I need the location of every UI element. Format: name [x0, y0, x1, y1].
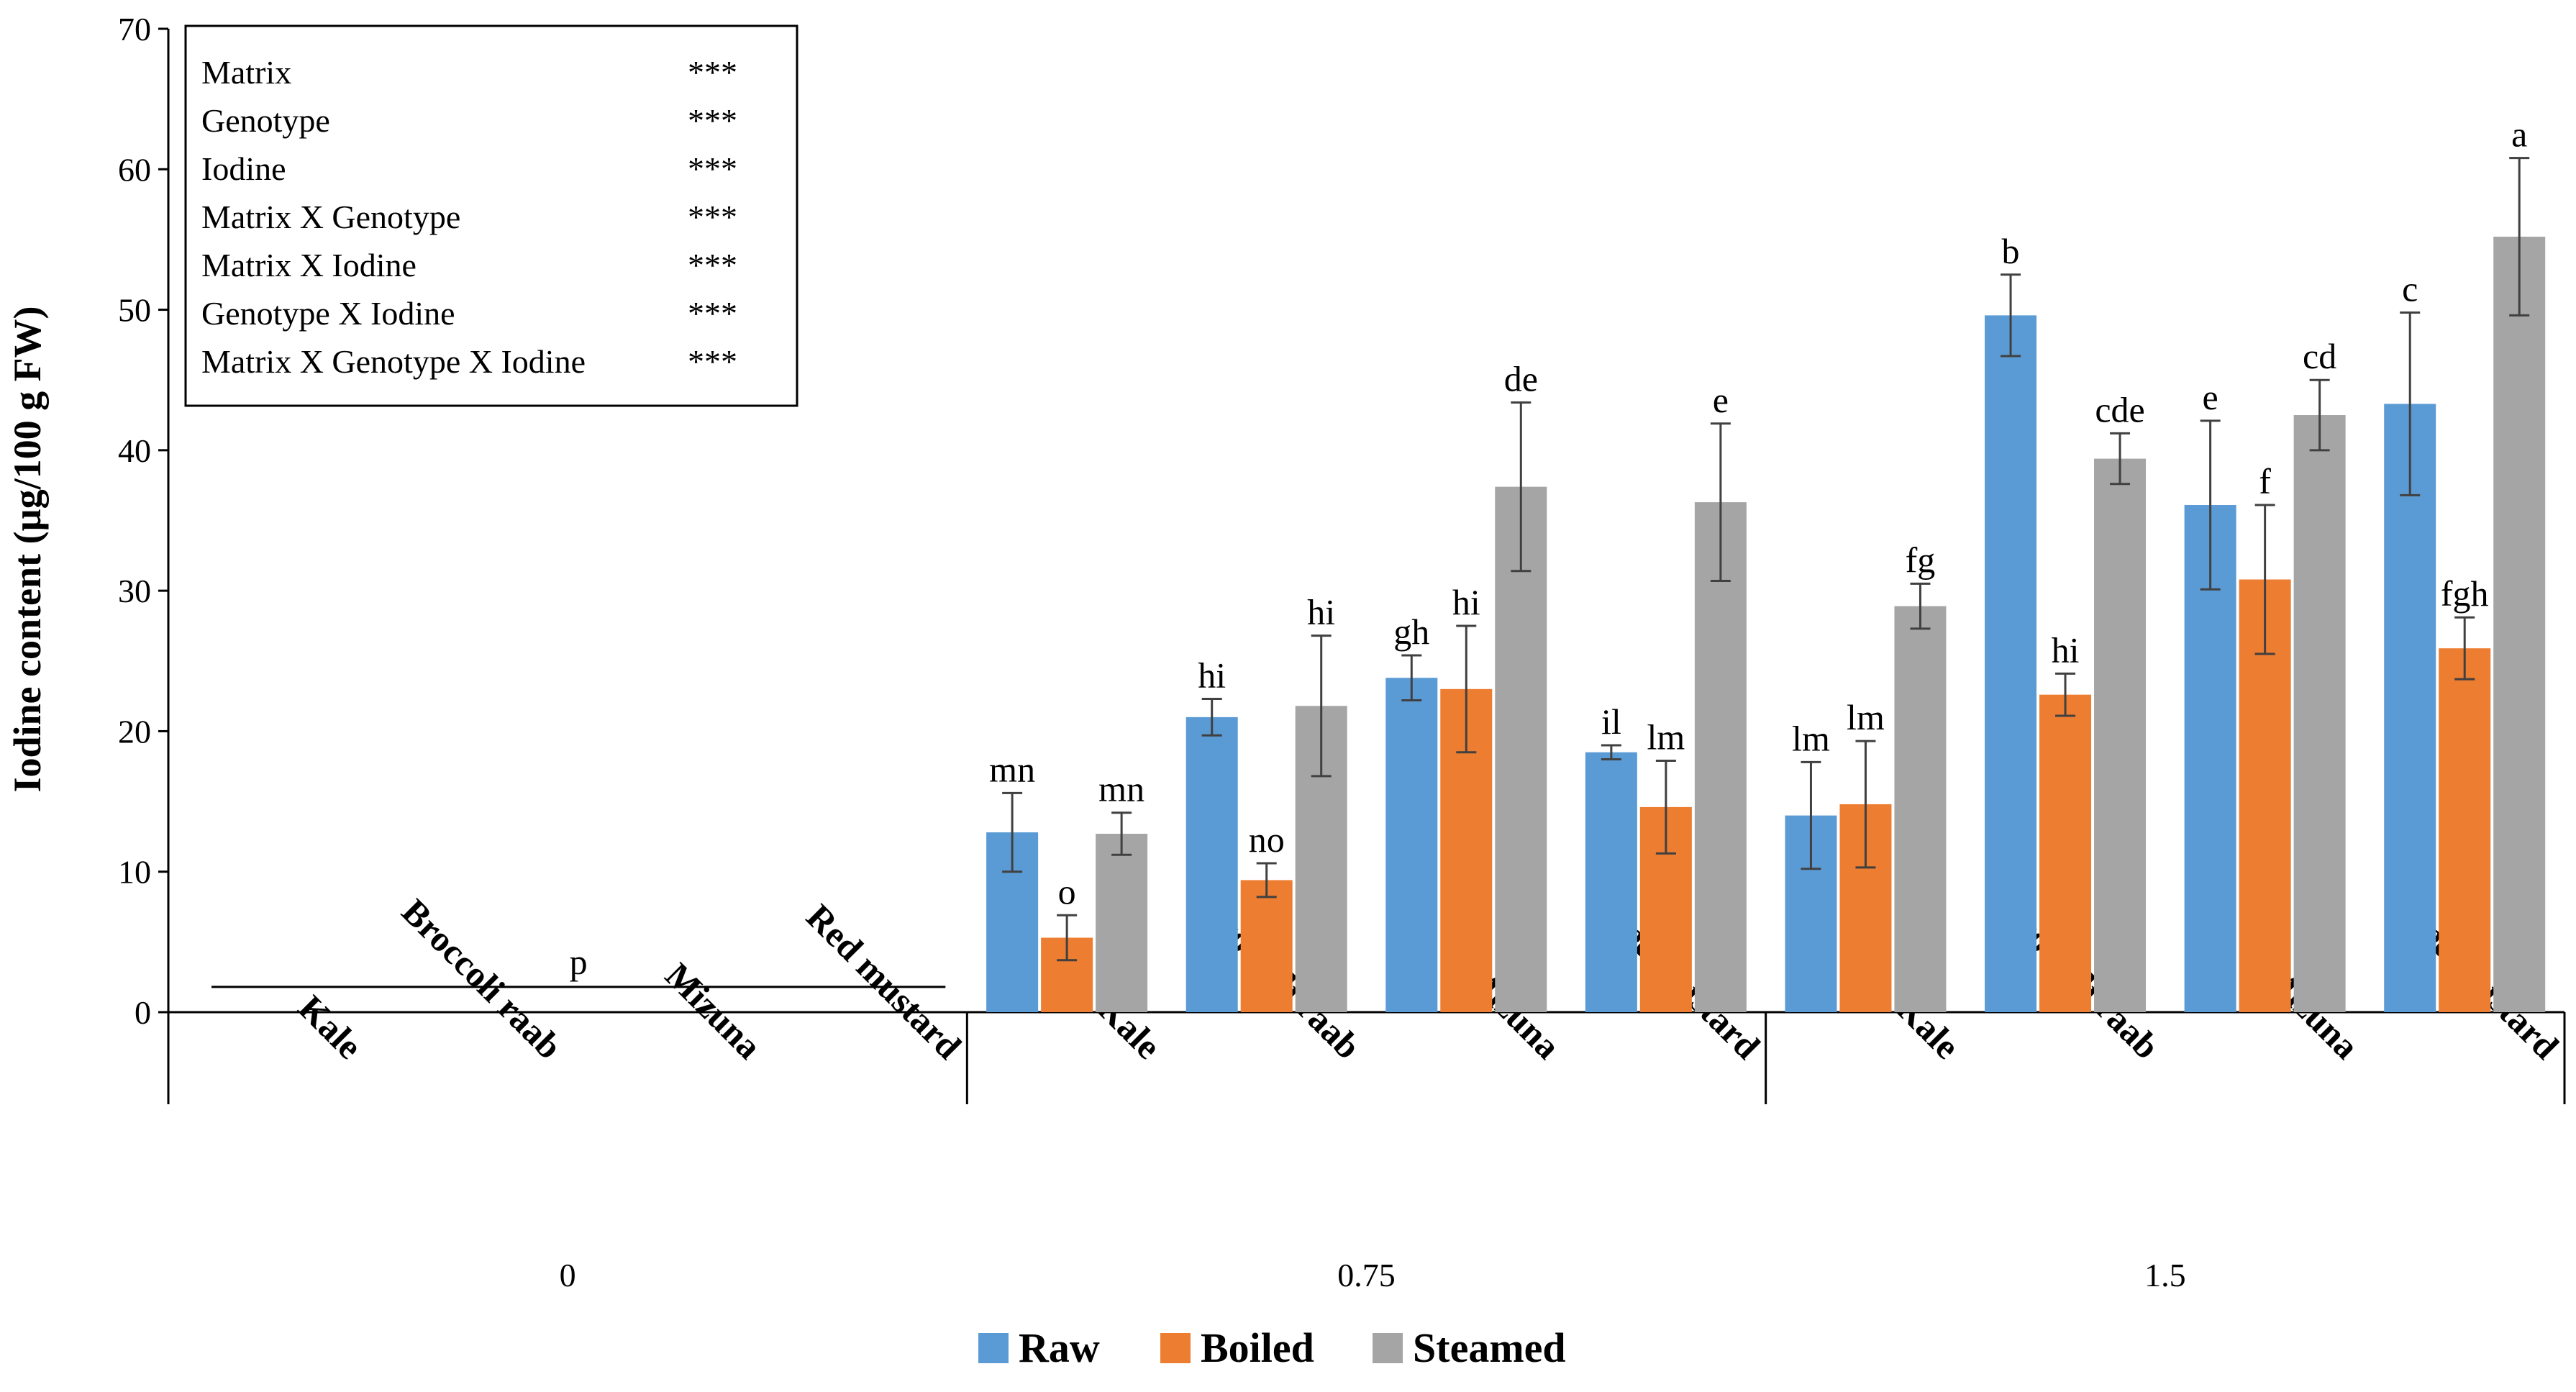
bar-steamed: [2094, 458, 2147, 1012]
significance-letter: hi: [1198, 655, 1226, 696]
legend-swatch: [1373, 1333, 1403, 1363]
bar-raw: [1585, 752, 1637, 1012]
stats-term: Matrix: [201, 54, 291, 91]
bar-steamed: [1096, 833, 1148, 1012]
bar-steamed: [1694, 502, 1747, 1012]
bar-steamed: [2293, 415, 2346, 1012]
x-category-label: Red mustard: [798, 896, 969, 1067]
x-category-label: Broccoli raab: [394, 891, 570, 1067]
legend-swatch: [978, 1333, 1009, 1363]
stats-significance: ***: [688, 150, 737, 187]
stats-box-frame: [184, 24, 798, 407]
significance-letter: fgh: [2441, 573, 2489, 614]
stats-term: Genotype: [201, 102, 330, 139]
y-tick-label: 10: [118, 854, 151, 891]
x-group-label: 0.75: [1337, 1257, 1396, 1293]
significance-letter: c: [2402, 268, 2418, 309]
bar-steamed: [2493, 237, 2546, 1013]
significance-letter: lm: [1792, 718, 1830, 758]
bars: [986, 157, 2546, 1013]
stats-significance: ***: [688, 295, 737, 332]
legend-label: Raw: [1019, 1324, 1100, 1371]
stats-significance: ***: [688, 247, 737, 283]
significance-letter: mn: [1098, 769, 1144, 809]
y-tick-label: 40: [118, 432, 151, 469]
significance-letter: o: [1058, 871, 1076, 911]
legend-swatch: [1160, 1333, 1191, 1363]
significance-letter: il: [1601, 701, 1621, 742]
significance-letter: a: [2511, 114, 2527, 155]
significance-letter: gh: [1393, 611, 1429, 652]
legend-label: Boiled: [1201, 1324, 1314, 1371]
significance-letter: p: [570, 942, 588, 982]
stats-significance: ***: [688, 199, 737, 235]
y-tick-label: 0: [135, 994, 151, 1031]
bar-boiled: [1240, 880, 1293, 1012]
significance-letter: e: [1713, 380, 1729, 420]
bar-steamed: [1495, 486, 1547, 1012]
y-axis-title: Iodine content (µg/100 g FW): [6, 306, 49, 792]
significance-letter: e: [2203, 377, 2218, 417]
significance-letter: cde: [2095, 389, 2144, 429]
bar-boiled: [2039, 694, 2092, 1012]
stats-term: Matrix X Genotype X Iodine: [201, 343, 586, 380]
stats-significance: ***: [688, 54, 737, 91]
significance-letter: hi: [1307, 592, 1335, 632]
y-tick-label: 30: [118, 573, 151, 609]
stats-box: Matrix *** Genotype *** Iodine *** Matrix X Ge…: [184, 24, 798, 407]
significance-letter: lm: [1847, 697, 1885, 737]
bar-raw: [1385, 678, 1438, 1012]
significance-letter: hi: [2052, 629, 2080, 670]
bar-boiled: [2439, 648, 2491, 1012]
bar-raw: [1185, 717, 1238, 1012]
significance-letter: hi: [1452, 582, 1480, 622]
bar-raw: [1985, 315, 2037, 1013]
significance-letter: f: [2259, 461, 2271, 501]
y-tick-label: 50: [118, 292, 151, 329]
legend: Raw Boiled Steamed: [978, 1324, 1566, 1371]
significance-letter: fg: [1906, 540, 1936, 580]
y-tick-label: 60: [118, 151, 151, 188]
y-tick-label: 20: [118, 713, 151, 750]
significance-letter: no: [1249, 819, 1285, 860]
x-category-label: Mizuna: [657, 955, 769, 1066]
significance-letter: b: [2002, 231, 2020, 271]
legend-label: Steamed: [1413, 1324, 1566, 1371]
bar-raw: [2384, 404, 2436, 1012]
stats-significance: ***: [688, 102, 737, 139]
y-tick-label: 70: [118, 11, 151, 47]
significance-letter: lm: [1647, 717, 1685, 757]
x-group-label: 1.5: [2144, 1257, 2186, 1293]
stats-term: Genotype X Iodine: [201, 295, 455, 332]
x-category-label: Kale: [291, 987, 370, 1066]
significance-letter: de: [1504, 358, 1538, 399]
significance-letter: cd: [2303, 336, 2336, 376]
significance-letter: mn: [989, 749, 1035, 789]
bar-steamed: [1894, 606, 1947, 1012]
stats-significance: ***: [688, 343, 737, 380]
stats-term: Iodine: [201, 150, 286, 187]
x-group-label: 0: [560, 1257, 576, 1293]
stats-term: Matrix X Genotype: [201, 199, 460, 235]
stats-term: Matrix X Iodine: [201, 247, 417, 283]
